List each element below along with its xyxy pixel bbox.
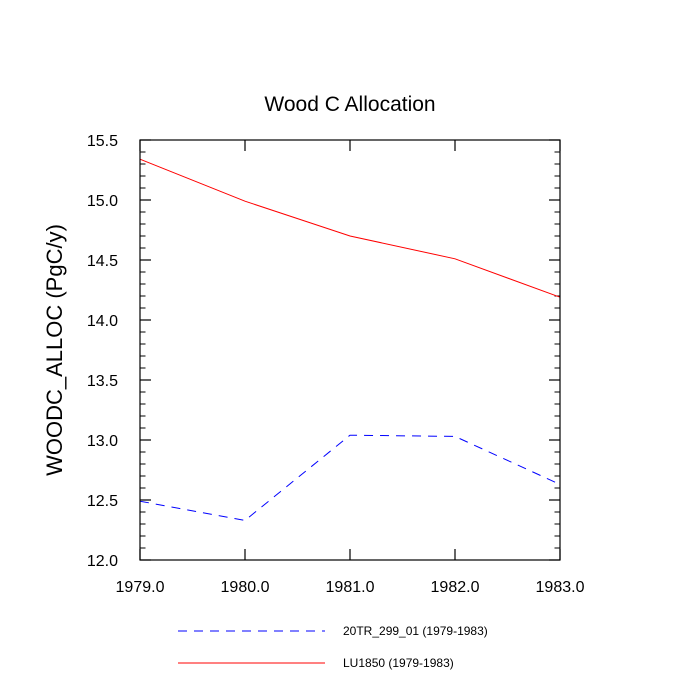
x-tick-label: 1981.0	[326, 579, 375, 596]
y-tick-label: 13.5	[87, 373, 118, 390]
x-tick-label: 1983.0	[536, 579, 585, 596]
legend-label: 20TR_299_01 (1979-1983)	[343, 624, 488, 638]
x-tick-labels: 1979.0 1980.0 1981.0 1982.0 1983.0	[116, 579, 585, 596]
data-series	[139, 158, 561, 521]
series-line-20tr-299-01	[139, 434, 561, 521]
y-tick-label: 12.5	[87, 493, 118, 510]
y-tick-label: 14.0	[87, 313, 118, 330]
plot-frame	[139, 139, 561, 561]
y-tick-label: 15.5	[87, 133, 118, 150]
y-tick-label: 15.0	[87, 193, 118, 210]
x-tick-label: 1980.0	[221, 579, 270, 596]
x-tick-label: 1979.0	[116, 579, 165, 596]
y-tick-labels: 12.0 12.5 13.0 13.5 14.0 14.5 15.0 15.5	[87, 133, 118, 570]
legend-label: LU1850 (1979-1983)	[343, 656, 454, 670]
x-tick-label: 1982.0	[431, 579, 480, 596]
y-tick-label: 12.0	[87, 553, 118, 570]
legend: 20TR_299_01 (1979-1983) LU1850 (1979-1983…	[178, 624, 488, 670]
y-tick-label: 14.5	[87, 253, 118, 270]
series-line-lu1850	[139, 158, 561, 298]
y-tick-label: 13.0	[87, 433, 118, 450]
chart-title: Wood C Allocation	[264, 93, 435, 116]
y-axis-label: WOODC_ALLOC (PgC/y)	[42, 224, 67, 476]
